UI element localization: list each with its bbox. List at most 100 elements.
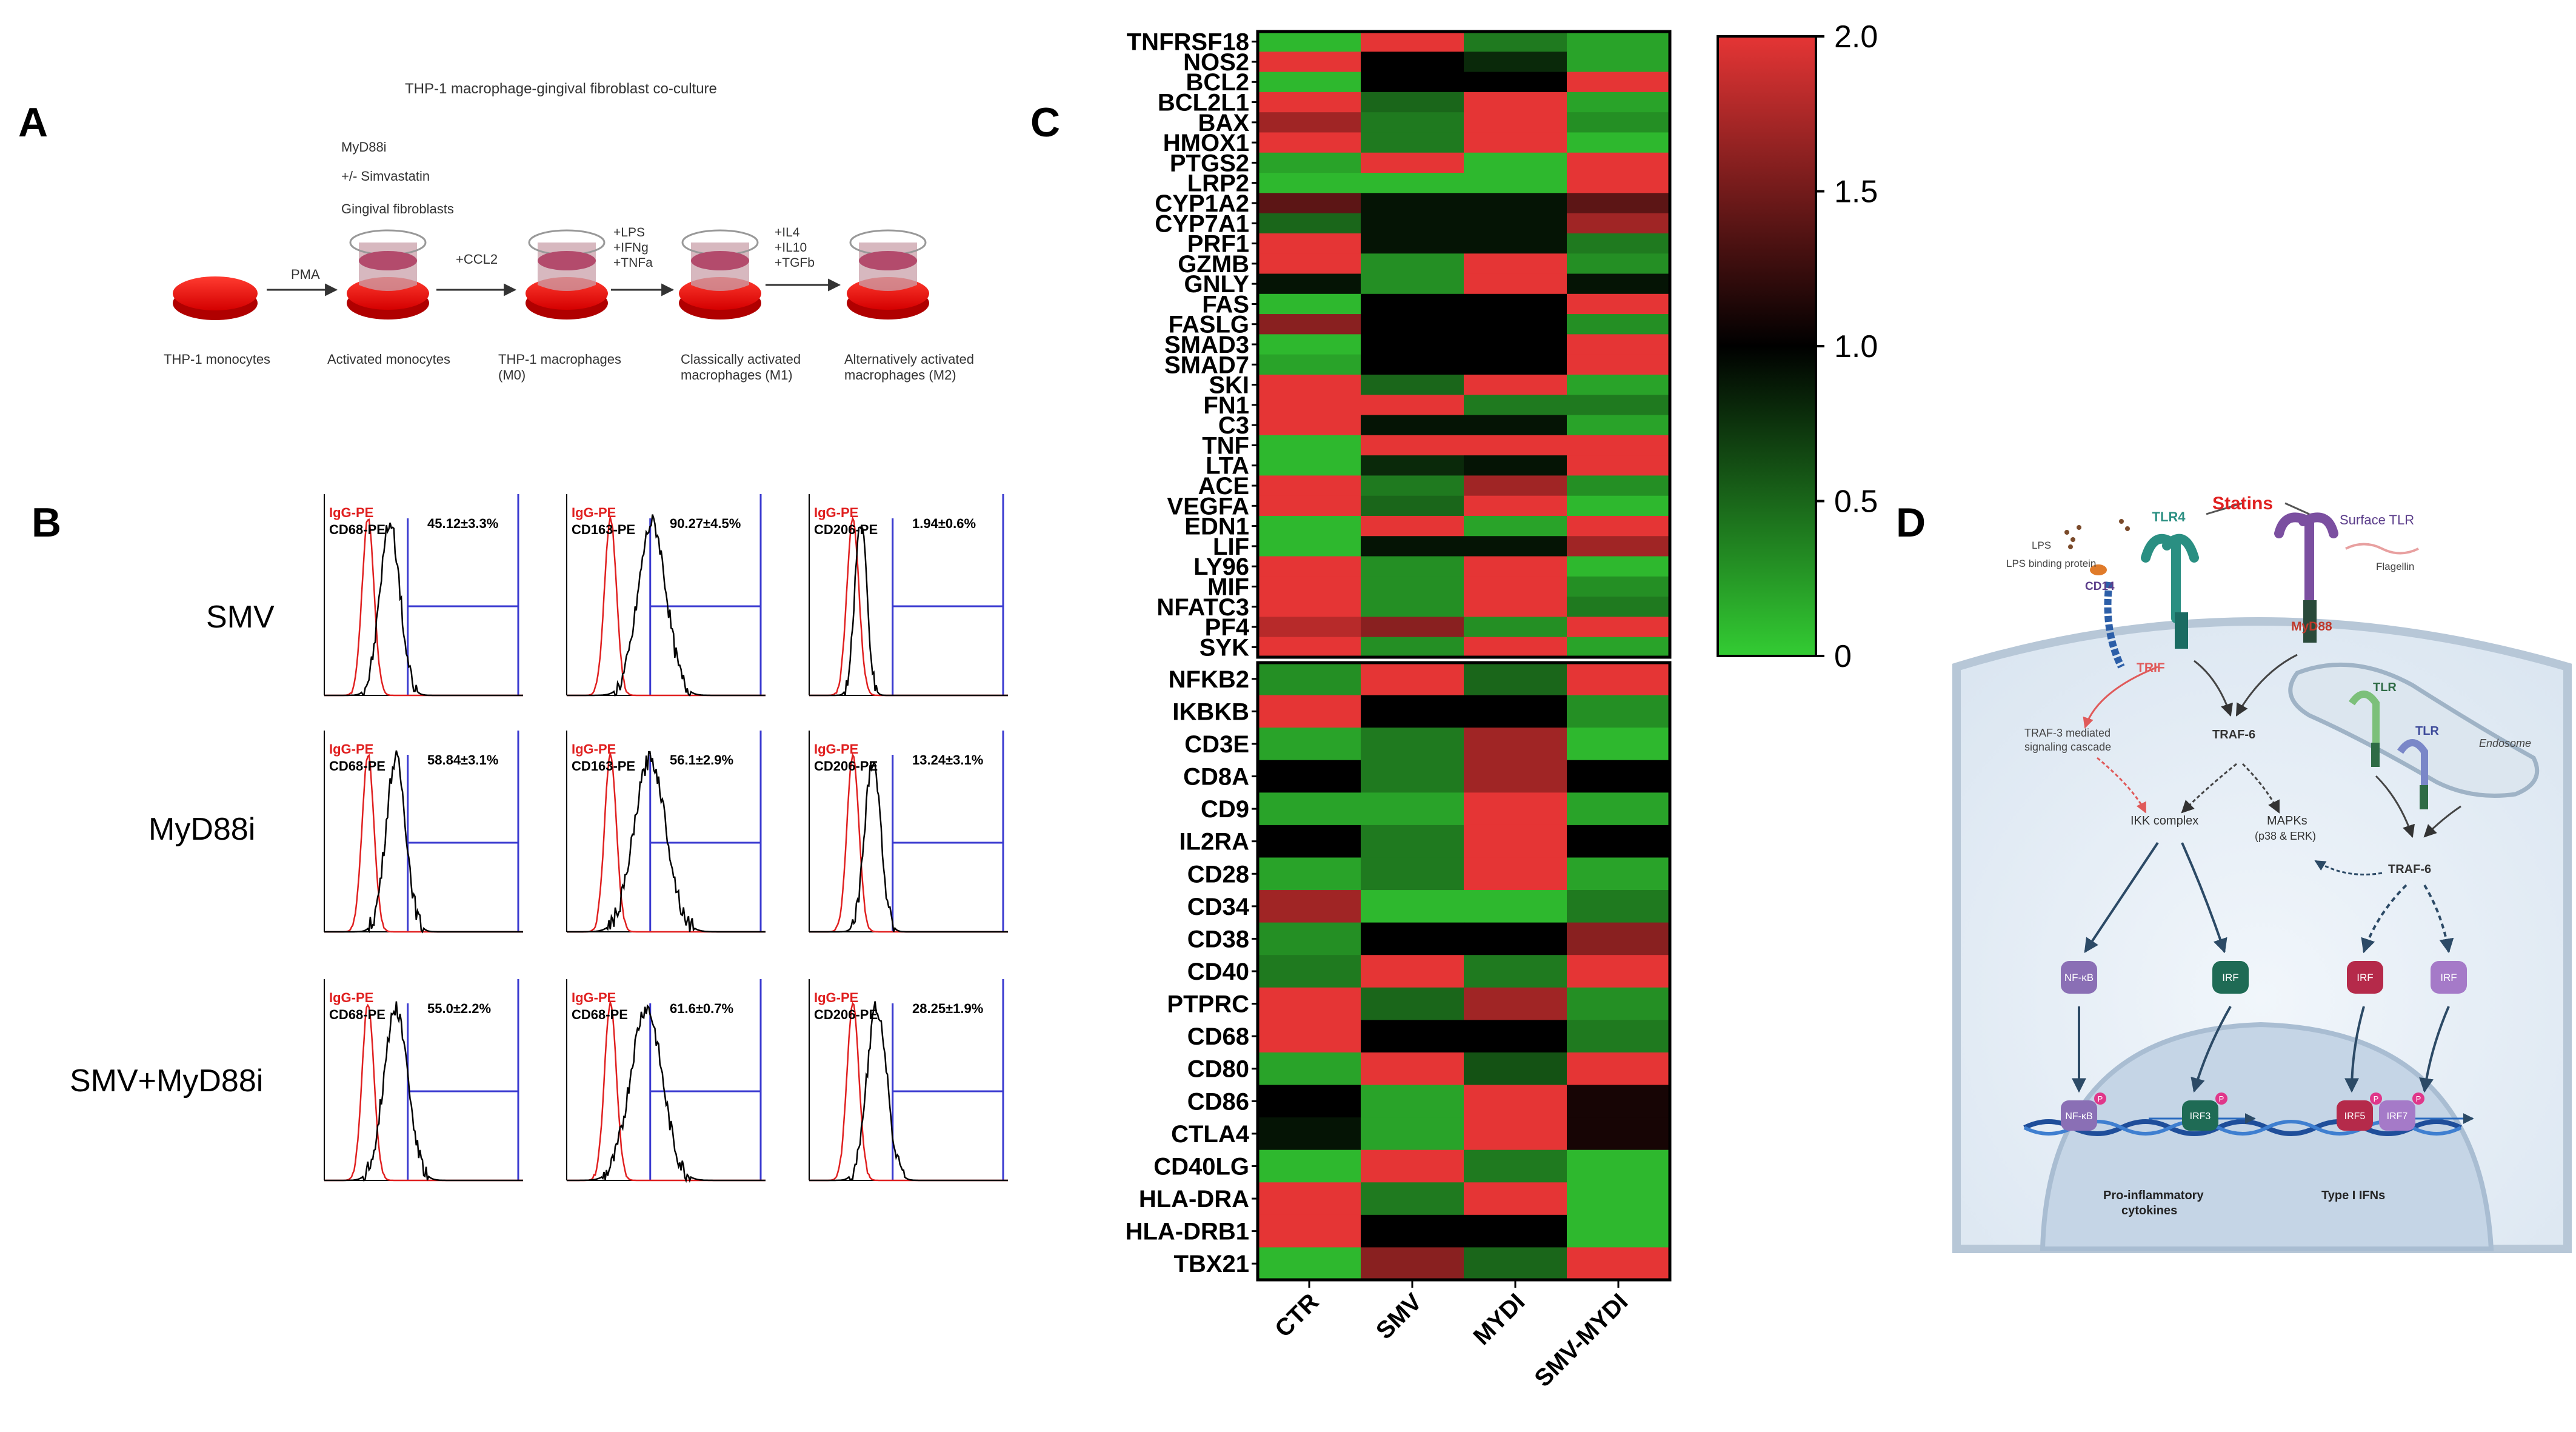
heatmap-cell [1361,475,1464,497]
arrow-traf3-ikk [2097,757,2147,814]
irf3-nuclear: IRF3 [2182,1100,2218,1131]
heatmap-cell [1464,132,1567,153]
heatmap-cell [1567,1052,1670,1086]
heatmap-cell [1361,1020,1464,1053]
heatmap-cell [1464,334,1567,355]
colorbar-tick-label: 2.0 [1834,19,1878,55]
heatmap-row-label: FN1 [1203,392,1249,419]
heatmap-row-label: NOS2 [1183,49,1249,76]
heatmap-cell [1258,354,1361,375]
positive-percentage: 61.6±0.7% [670,1001,733,1016]
heatmap-cell [1361,857,1464,891]
arrow-myd88-traf6 [2235,654,2298,717]
heatmap-cell [1567,32,1670,52]
heatmap-cell [1567,395,1670,416]
statins-inhibit-surface [2284,502,2310,515]
heatmap-cell [1464,825,1567,858]
heatmap-cell [1258,695,1361,728]
positive-percentage: 1.94±0.6% [912,516,976,531]
heatmap-col-label: SMV [1371,1288,1427,1345]
heatmap-row-label: GZMB [1178,251,1249,278]
heatmap-cell [1361,273,1464,295]
heatmap-cell [1567,728,1670,761]
stage-m0-line2: (M0) [498,367,526,383]
heatmap-cell [1361,576,1464,597]
phospho-label: P [2219,1094,2224,1103]
arrow-trif-traf3 [2083,666,2158,729]
heatmap-cell [1567,233,1670,254]
sample-curve [809,1001,1008,1182]
heatmap-cell [1361,132,1464,153]
arrow-ikk-nfkb [2084,841,2159,953]
isotype-label: IgG-PE [329,990,373,1005]
colorbar: 0 0.5 1.0 1.5 2.0 [1717,19,1878,674]
heatmap-row-label: PF4 [1205,614,1250,641]
heatmap-cell [1258,1182,1361,1216]
heatmap-row-label: MIF [1207,574,1249,600]
heatmap-cell [1567,475,1670,497]
row-label-smv-myd88i: SMV+MyD88i [70,1063,263,1099]
heatmap-cell [1361,792,1464,826]
stage-m1-line1: Classically activated [681,352,801,367]
heatmap-col-label: SMV-MYDI [1529,1288,1633,1392]
heatmap-row-label: BAX [1198,110,1250,136]
irf-red: IRF [2347,961,2383,994]
svg-text:IRF: IRF [2357,972,2373,983]
heatmap-row-label: TNFRSF18 [1127,29,1249,56]
heatmap-cell [1361,495,1464,517]
heatmap-cell [1258,193,1361,214]
dish-monocytes [173,276,258,320]
heatmap-cell [1567,597,1670,617]
heatmap-cell [1361,1182,1464,1216]
svg-text:NF-κB: NF-κB [2064,972,2094,983]
heatmap-cell [1258,556,1361,577]
heatmap-row-label: SKI [1209,372,1249,399]
heatmap-cell [1258,314,1361,335]
arrow-label-il4: +IL4 [775,226,800,239]
heatmap-cell [1464,597,1567,617]
heatmap-row-label: SYK [1200,634,1249,661]
heatmap-cell [1464,52,1567,73]
heatmap-cell [1567,556,1670,577]
heatmap-cell [1361,1214,1464,1248]
heatmap-cell [1361,354,1464,375]
heatmap-cell [1258,233,1361,254]
irf7-nuclear: IRF7 [2379,1100,2415,1131]
heatmap-cell [1567,293,1670,315]
heatmap-cell [1567,515,1670,537]
heatmap-cell [1464,253,1567,274]
treatment-myd88i: MyD88i [341,139,387,155]
heatmap-cell [1464,92,1567,113]
heatmap-block-frame [1256,661,1672,1282]
heatmap-cell [1361,922,1464,955]
heatmap-cell [1567,72,1670,93]
heatmap-row-label: PTGS2 [1170,150,1249,176]
heatmap-row-label: IKBKB [1172,698,1249,725]
heatmap-cell [1361,695,1464,728]
irf-purple: IRF [2431,961,2467,994]
phospho-label: P [2416,1094,2421,1103]
stage-m2-line2: macrophages (M2) [844,367,956,383]
heatmap-cell [1361,1085,1464,1118]
heatmap-cell [1567,1247,1670,1280]
heatmap-cell [1258,597,1361,617]
colorbar-tick-label: 0.5 [1834,484,1878,520]
traf3-label-1: TRAF-3 mediated [2024,727,2111,739]
heatmap-cell [1464,1247,1567,1280]
heatmap-cell [1464,536,1567,557]
heatmap-cell [1464,663,1567,696]
heatmap-cell [1567,354,1670,375]
heatmap-cell [1464,233,1567,254]
heatmap-cell [1464,475,1567,497]
dish-m0 [526,229,608,320]
heatmap-cell [1361,152,1464,173]
heatmap-cell [1258,857,1361,891]
sample-curve [324,750,523,934]
flow-histogram: IgG-PE CD68-PE 45.12±3.3% [324,494,523,697]
heatmap-row-label: ACE [1198,473,1249,500]
heatmap-cell [1464,1052,1567,1086]
heatmap-row-label: LY96 [1193,554,1249,580]
stage-m0-line1: THP-1 macrophages [498,352,621,367]
output-1-line1: Pro-inflammatory [2103,1189,2204,1202]
